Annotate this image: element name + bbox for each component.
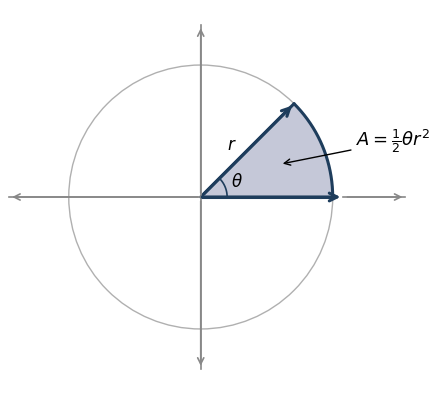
Text: $\theta$: $\theta$ <box>231 173 243 191</box>
Text: $r$: $r$ <box>227 136 237 154</box>
Polygon shape <box>201 104 333 197</box>
Text: $A = \frac{1}{2}\theta r^2$: $A = \frac{1}{2}\theta r^2$ <box>284 128 430 165</box>
